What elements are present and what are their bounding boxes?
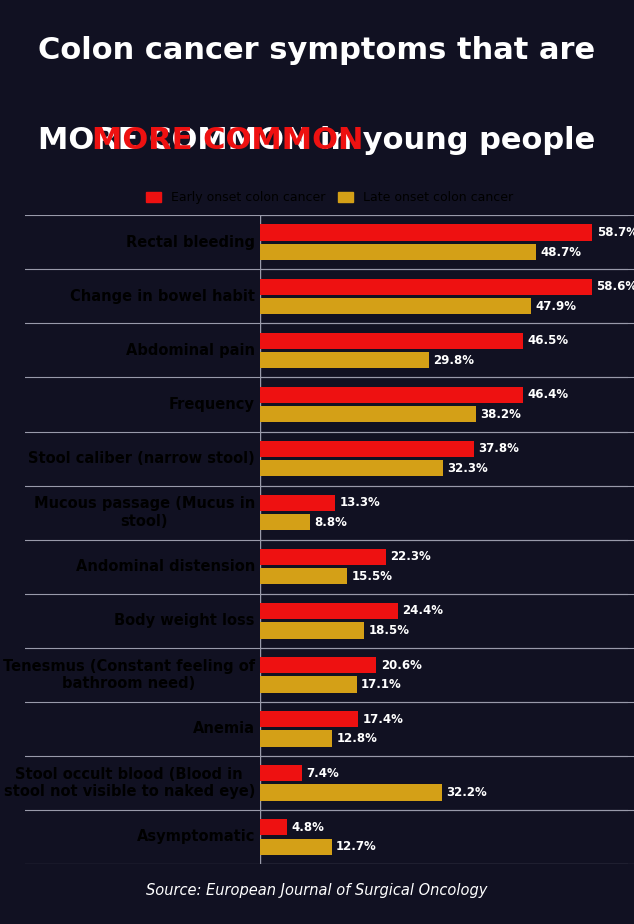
Text: Colon cancer symptoms that are: Colon cancer symptoms that are xyxy=(39,36,595,65)
Bar xyxy=(260,494,335,511)
Bar xyxy=(260,731,332,747)
Text: 17.4%: 17.4% xyxy=(363,712,404,725)
Text: 24.4%: 24.4% xyxy=(403,604,443,617)
Bar xyxy=(260,460,443,477)
Text: 29.8%: 29.8% xyxy=(433,354,474,367)
Text: 7.4%: 7.4% xyxy=(306,767,339,780)
Bar xyxy=(260,784,442,801)
Bar xyxy=(260,515,309,530)
Legend: Early onset colon cancer, Late onset colon cancer: Early onset colon cancer, Late onset col… xyxy=(141,187,518,209)
Text: 12.7%: 12.7% xyxy=(336,840,377,853)
Text: Anemia: Anemia xyxy=(193,722,255,736)
Text: Mucous passage (Mucus in
stool): Mucous passage (Mucus in stool) xyxy=(34,496,255,529)
Text: 20.6%: 20.6% xyxy=(381,659,422,672)
Text: 32.3%: 32.3% xyxy=(447,462,488,475)
Bar xyxy=(260,441,474,456)
Text: 8.8%: 8.8% xyxy=(314,516,347,529)
Bar xyxy=(260,386,522,403)
Bar xyxy=(260,407,476,422)
Bar xyxy=(260,278,592,295)
Text: Andominal distension: Andominal distension xyxy=(75,559,255,574)
Bar xyxy=(260,765,302,781)
Text: Asymptomatic: Asymptomatic xyxy=(136,830,255,845)
Text: MORE COMMON: MORE COMMON xyxy=(92,126,363,155)
Bar xyxy=(260,839,332,855)
Bar xyxy=(260,244,536,261)
Text: Change in bowel habit: Change in bowel habit xyxy=(70,289,255,304)
Text: Stool occult blood (Blood in
stool not visible to naked eye): Stool occult blood (Blood in stool not v… xyxy=(4,767,255,799)
Bar xyxy=(260,298,531,314)
Bar xyxy=(260,352,429,369)
Text: 17.1%: 17.1% xyxy=(361,678,402,691)
Text: 38.2%: 38.2% xyxy=(481,407,522,420)
Text: Body weight loss: Body weight loss xyxy=(115,614,255,628)
Text: MORE COMMON in young people: MORE COMMON in young people xyxy=(39,126,595,155)
Text: 22.3%: 22.3% xyxy=(391,551,431,564)
Bar xyxy=(260,711,358,727)
Bar xyxy=(260,549,386,565)
Text: 47.9%: 47.9% xyxy=(536,299,576,312)
Text: Rectal bleeding: Rectal bleeding xyxy=(126,235,255,249)
Text: 13.3%: 13.3% xyxy=(340,496,380,509)
Text: 48.7%: 48.7% xyxy=(540,246,581,259)
Text: 32.2%: 32.2% xyxy=(446,786,488,799)
Text: 58.7%: 58.7% xyxy=(597,226,634,239)
Text: Abdominal pain: Abdominal pain xyxy=(126,343,255,358)
Text: 18.5%: 18.5% xyxy=(369,624,410,637)
Text: 46.4%: 46.4% xyxy=(527,388,568,401)
Text: 58.6%: 58.6% xyxy=(596,280,634,293)
Bar xyxy=(260,568,347,585)
Bar xyxy=(260,676,356,693)
Text: 46.5%: 46.5% xyxy=(527,334,569,347)
Bar xyxy=(260,623,365,638)
Bar xyxy=(260,225,592,240)
Text: 4.8%: 4.8% xyxy=(292,821,324,833)
Text: Frequency: Frequency xyxy=(169,397,255,412)
Text: 37.8%: 37.8% xyxy=(479,443,519,456)
Text: Source: European Journal of Surgical Oncology: Source: European Journal of Surgical Onc… xyxy=(146,883,488,898)
Text: 15.5%: 15.5% xyxy=(352,570,393,583)
Text: Tenesmus (Constant feeling of
bathroom need): Tenesmus (Constant feeling of bathroom n… xyxy=(3,659,255,691)
Bar xyxy=(260,602,398,619)
Bar xyxy=(260,657,377,673)
Text: Stool caliber (narrow stool): Stool caliber (narrow stool) xyxy=(29,451,255,466)
Bar xyxy=(260,333,523,348)
Text: 12.8%: 12.8% xyxy=(337,732,378,745)
Bar xyxy=(260,819,287,835)
